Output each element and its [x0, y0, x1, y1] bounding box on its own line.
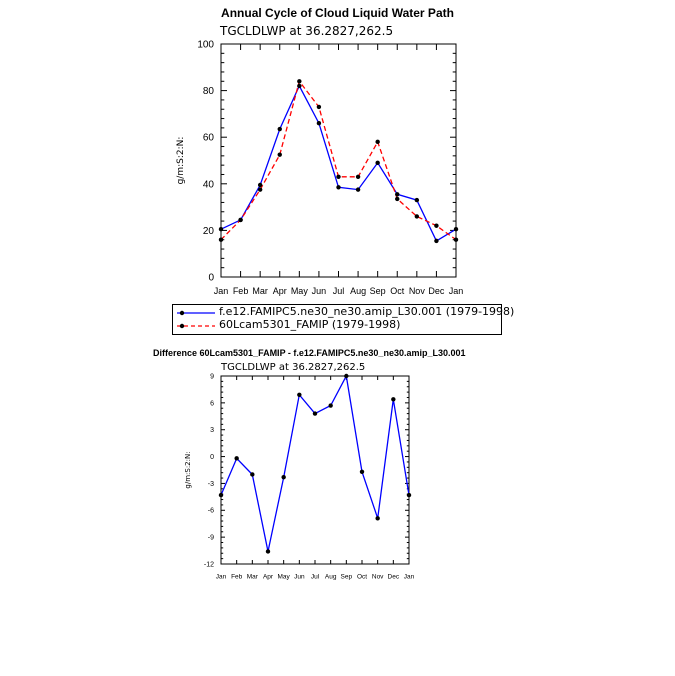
chart2-ytick-label: 6	[210, 400, 214, 407]
chart1-series-1-point	[277, 126, 282, 132]
chart1-ytick-label: 0	[208, 273, 214, 284]
chart2-ytick-label: -6	[208, 508, 214, 515]
chart1-series-1-point	[297, 83, 302, 89]
chart1-ytick-label: 20	[203, 226, 215, 237]
chart1-ylabel: g/m:S:2:N:	[176, 137, 186, 185]
chart1-series-1-point	[316, 121, 322, 126]
chart1-series-1-point	[257, 182, 263, 188]
chart2-xtick-label: Feb	[231, 574, 243, 581]
chart1-series-2-point	[453, 237, 459, 242]
chart2-xtick-label: Jul	[311, 574, 320, 581]
chart2-series-1-line	[220, 373, 410, 552]
chart1-series-2-point	[395, 196, 400, 202]
chart2-series-1-point	[344, 373, 349, 379]
chart1-series-2-point	[277, 152, 282, 157]
legend-swatch-series-1	[177, 310, 215, 316]
chart2-series-1-point	[297, 392, 302, 397]
chart2-xtick-label: Aug	[325, 574, 337, 581]
chart1-xtick-label: Mar	[252, 286, 268, 296]
chart1-xtick-label: Jan	[449, 286, 464, 296]
chart1-series-2-point	[297, 79, 302, 84]
chart1-series-2-line	[220, 79, 457, 241]
chart1-subtitle: TGCLDLWP at 36.2827,262.5	[220, 24, 394, 38]
legend-label-series-1: f.e12.FAMIPC5.ne30_ne30.amip_L30.001 (19…	[219, 305, 515, 318]
chart2-title: Difference 60Lcam5301_FAMIP - f.e12.FAMI…	[153, 348, 466, 358]
chart2-xtick-label: Oct	[357, 574, 367, 581]
chart1-xtick-label: Nov	[409, 286, 426, 296]
chart1-series-2-point	[355, 174, 361, 180]
chart1-series-1-point	[453, 227, 459, 232]
chart1-series-1-point	[414, 197, 420, 203]
chart1-ytick-label: 80	[203, 86, 215, 97]
chart1-xtick-label: Oct	[390, 286, 405, 296]
chart2-subtitle: TGCLDLWP at 36.2827,262.5	[221, 362, 366, 373]
chart1-xtick-label: Jun	[312, 286, 327, 296]
chart1-xtick-label: Dec	[428, 286, 445, 296]
chart1-xtick-label: Apr	[273, 286, 287, 296]
chart1-xtick-label: Jan	[214, 286, 229, 296]
chart2-series-1-point	[218, 492, 224, 498]
chart2-ytick-label: 3	[210, 427, 214, 434]
chart1-xtick-label: May	[291, 286, 309, 296]
chart1-ytick-label: 100	[197, 40, 214, 51]
chart1-xtick-label: Jul	[333, 286, 345, 296]
chart2-xtick-label: Sep	[341, 574, 353, 581]
chart1-title: Annual Cycle of Cloud Liquid Water Path	[221, 6, 454, 20]
chart2-plot-frame	[220, 375, 410, 565]
chart2-series-1-point	[359, 469, 365, 474]
chart2-series-1-point	[265, 549, 271, 554]
chart1-series-1-point	[355, 187, 361, 192]
chart2-series-1-point	[406, 492, 412, 498]
chart1-series-1-point	[434, 238, 439, 244]
chart1-series-2-point	[218, 237, 224, 242]
chart1-ytick-label: 60	[203, 133, 215, 144]
chart1-series-2-point	[375, 139, 380, 145]
chart1-legend: f.e12.FAMIPC5.ne30_ne30.amip_L30.001 (19…	[172, 304, 514, 335]
chart2-ytick-label: -12	[204, 561, 214, 568]
chart1-series-1-point	[218, 227, 224, 232]
chart1-series-1-point	[336, 185, 341, 190]
chart2-xtick-label: Nov	[372, 574, 384, 581]
chart1-series-2-point	[316, 104, 322, 110]
chart1-ytick-label: 40	[203, 179, 215, 190]
legend-label-series-2: 60Lcam5301_FAMIP (1979-1998)	[219, 318, 401, 331]
chart2-ytick-label: -9	[208, 535, 214, 542]
chart1-series-2-point	[336, 174, 341, 180]
chart2-xtick-label: Jan	[404, 574, 415, 581]
chart2-xtick-label: May	[278, 574, 291, 581]
chart1-xtick-label: Aug	[350, 286, 366, 296]
chart2-ytick-label: 9	[210, 373, 214, 380]
chart1-series-1-point	[395, 192, 400, 197]
chart1-series-2-point	[434, 223, 439, 228]
chart1-plot-frame	[220, 43, 457, 278]
chart1-series-2-point	[257, 187, 263, 192]
chart1-series-2-point	[414, 214, 420, 219]
chart2-xtick-label: Apr	[263, 574, 274, 581]
chart1-series-1-point	[375, 160, 380, 166]
chart2-series-1-point	[312, 411, 318, 416]
chart2-ylabel: g/m:S:2:N:	[184, 451, 192, 488]
legend-swatch-series-2	[177, 323, 215, 329]
chart2-xtick-label: Mar	[247, 574, 259, 581]
chart1-series-2-point	[238, 217, 243, 223]
chart2-series-1-point	[234, 456, 239, 461]
chart2-series-1-point	[375, 516, 380, 521]
chart2-series-1-point	[391, 397, 396, 402]
chart2-xtick-label: Jun	[294, 574, 305, 581]
chart2-series-1-point	[328, 403, 333, 408]
chart2-xtick-label: Dec	[388, 574, 400, 581]
chart1-xtick-label: Sep	[370, 286, 386, 296]
chart2-ytick-label: -3	[208, 481, 214, 488]
legend-item-series-1: f.e12.FAMIPC5.ne30_ne30.amip_L30.001 (19…	[173, 305, 514, 319]
chart2-xtick-label: Jan	[216, 574, 227, 581]
chart2-series-1-point	[250, 472, 255, 477]
legend-item-series-2: 60Lcam5301_FAMIP (1979-1998)	[173, 318, 501, 332]
chart1-xtick-label: Feb	[233, 286, 249, 296]
chart2-series-1-point	[281, 474, 286, 480]
chart2-ytick-label: 0	[210, 454, 214, 461]
